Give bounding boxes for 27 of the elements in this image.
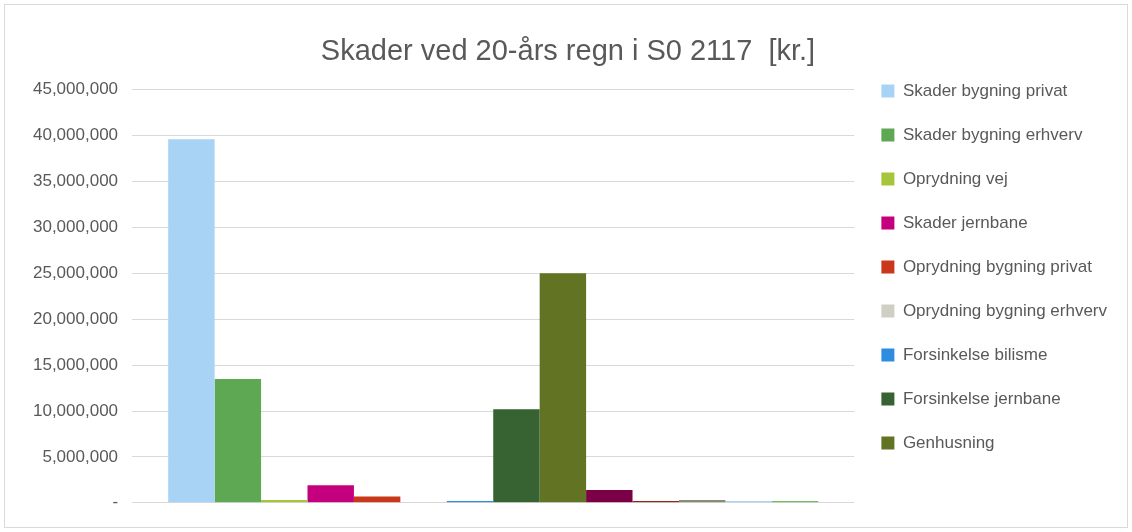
y-tick-label: 35,000,000: [32, 171, 119, 191]
y-tick-label: 45,000,000: [32, 79, 119, 99]
y-tick-label: 40,000,000: [32, 125, 119, 145]
bar: [586, 489, 633, 503]
y-tick-label: 10,000,000: [32, 400, 119, 420]
bar: [353, 496, 401, 503]
bar: [168, 139, 215, 503]
bar: [539, 273, 587, 503]
bar: [493, 409, 540, 503]
legend-label: Oprydning vej: [902, 168, 1008, 188]
bar: [214, 378, 262, 503]
legend-label: Skader bygning privat: [902, 80, 1068, 100]
y-tick-label: 15,000,000: [32, 354, 119, 374]
legend-label: Oprydning bygning privat: [902, 256, 1093, 276]
legend-label: Forsinkelse bilisme: [902, 344, 1048, 364]
y-tick-label: 30,000,000: [32, 217, 119, 237]
chart-title: Skader ved 20-års regn i S0 2117 [kr.]: [320, 34, 816, 67]
y-tick-label: 25,000,000: [32, 263, 119, 283]
y-tick-label: 20,000,000: [32, 308, 119, 328]
legend-label: Forsinkelse jernbane: [902, 388, 1061, 408]
y-tick-label: 5,000,000: [42, 446, 119, 466]
legend-label: Genhusning: [902, 432, 995, 452]
y-tick-label: -: [112, 492, 119, 512]
legend-label: Skader bygning erhverv: [902, 124, 1083, 144]
legend-label: Oprydning bygning erhverv: [902, 300, 1108, 320]
legend-label: Skader jernbane: [902, 212, 1028, 232]
bar: [307, 485, 354, 503]
